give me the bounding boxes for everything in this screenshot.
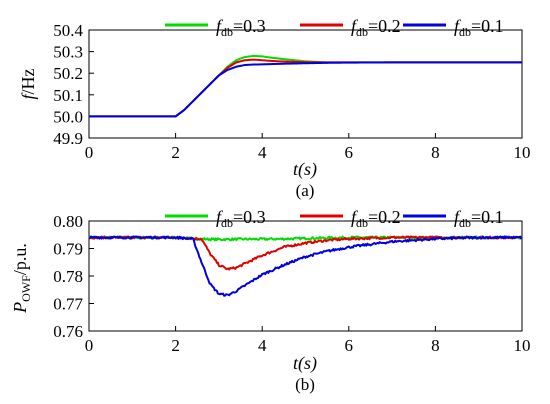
caption-a: (a): [296, 181, 315, 200]
legend-subscript: db: [221, 25, 233, 39]
series-line-a-fdb-0-1: [89, 61, 522, 118]
x-tick-label-b: 6: [345, 336, 354, 355]
x-tick-label-a: 2: [171, 143, 180, 162]
legend-label-fdb-0-2-b: fdb=0.2: [351, 207, 401, 230]
y-ticks-b: 0.76 0.77 0.78 0.79 0.80: [53, 212, 94, 341]
y-tick-label-a: 50.1: [53, 86, 83, 105]
series-line-a-fdb-0-2: [89, 58, 522, 118]
x-ticks-b: 0 2 4 6 8 10: [85, 326, 531, 355]
legend-value: =0.3: [233, 207, 266, 227]
legend-subscript: db: [356, 25, 368, 39]
legend-b: fdb=0.3 fdb=0.2 fdb=0.1: [165, 207, 504, 230]
legend-subscript: db: [459, 216, 471, 230]
legend-value: =0.3: [233, 16, 266, 36]
series-b: [88, 235, 523, 297]
series-line-a-fdb-0-3: [89, 54, 522, 118]
legend-subscript: db: [356, 216, 368, 230]
panel-b: 0 2 4 6 8 10 0.760.770.780.790.80 fdb=0.3 fdb…: [10, 207, 531, 394]
y-tick-label-a: 49.9: [53, 129, 83, 148]
plot-frame-a: [88, 29, 523, 139]
legend-value: =0.1: [471, 207, 504, 227]
y-tick-label-b: 0.80: [53, 212, 83, 231]
y-tick-label-a: 50.3: [53, 43, 83, 62]
legend-label-fdb-0-3-a: fdb=0.3: [216, 16, 266, 39]
y-tick-label-a: 50.4: [53, 21, 83, 40]
y-tick-label-a: 50.0: [53, 107, 83, 126]
y-tick-label-b: 0.79: [53, 240, 83, 259]
legend-value: =0.2: [368, 16, 401, 36]
y-axis-label-b: POWF/p.u.: [10, 243, 33, 314]
legend-value: =0.2: [368, 207, 401, 227]
legend-symbol: f: [216, 207, 224, 227]
series-a: [89, 54, 522, 118]
legend-label-fdb-0-1-a: fdb=0.1: [454, 16, 504, 39]
legend-symbol: f: [454, 16, 462, 36]
legend-symbol: f: [351, 207, 359, 227]
x-tick-label-a: 10: [514, 143, 531, 162]
x-tick-label-a: 0: [85, 143, 94, 162]
legend-a: fdb=0.3 fdb=0.2 fdb=0.1: [165, 16, 504, 39]
x-axis-label-a: t(s): [293, 159, 317, 180]
legend-label-fdb-0-1-b: fdb=0.1: [454, 207, 504, 230]
legend-label-fdb-0-3-b: fdb=0.3: [216, 207, 266, 230]
series-line-b-fdb-0-1: [88, 235, 523, 297]
y-axis-symbol-b: P: [10, 302, 30, 314]
y-tick-label-b: 0.78: [53, 267, 83, 286]
x-tick-label-a: 6: [345, 143, 354, 162]
y-axis-label-a: f/Hz: [18, 68, 38, 99]
y-axis-unit-a: /Hz: [18, 68, 38, 94]
panel-a: 0 2 4 6 8 10 49.950.050.150.250.350.4 fdb=0.3…: [18, 16, 531, 200]
legend-subscript: db: [221, 216, 233, 230]
legend-symbol: f: [351, 16, 359, 36]
x-tick-label-a: 4: [258, 143, 267, 162]
legend-value: =0.1: [471, 16, 504, 36]
y-tick-label-b: 0.77: [53, 295, 83, 314]
y-axis-symbol-a: f: [18, 92, 38, 100]
x-tick-label-b: 10: [514, 336, 531, 355]
y-tick-label-b: 0.76: [53, 322, 83, 341]
x-tick-label-a: 8: [431, 143, 440, 162]
legend-subscript: db: [459, 25, 471, 39]
y-ticks-a: 49.9 50.0 50.1 50.2 50.3 50.4: [53, 21, 94, 148]
x-axis-label-b: t(s): [293, 353, 317, 374]
y-axis-subscript-b: OWF: [19, 275, 33, 302]
x-tick-label-b: 2: [171, 336, 180, 355]
legend-label-fdb-0-2-a: fdb=0.2: [351, 16, 401, 39]
legend-symbol: f: [216, 16, 224, 36]
y-axis-unit-b: /p.u.: [10, 243, 30, 275]
series-line-b-fdb-0-2: [88, 235, 523, 271]
y-tick-label-a: 50.2: [53, 64, 83, 83]
caption-b: (b): [295, 375, 315, 394]
x-tick-label-b: 8: [431, 336, 440, 355]
x-tick-label-b: 4: [258, 336, 267, 355]
x-tick-label-b: 0: [85, 336, 94, 355]
legend-symbol: f: [454, 207, 462, 227]
x-ticks-a: 0 2 4 6 8 10: [85, 133, 531, 162]
